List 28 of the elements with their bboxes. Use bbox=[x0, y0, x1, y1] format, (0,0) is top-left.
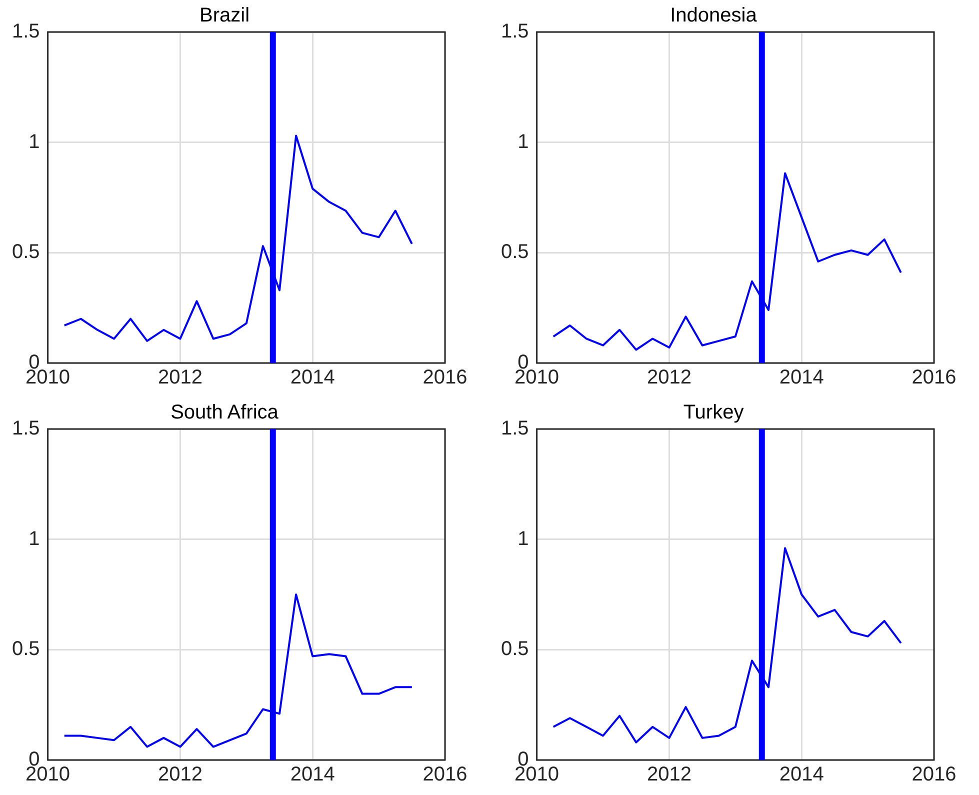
x-tick-label: 2012 bbox=[646, 764, 692, 786]
x-tick-label: 2016 bbox=[422, 764, 468, 786]
y-tick-label: 1.5 bbox=[500, 20, 529, 43]
x-tick-label: 2014 bbox=[779, 366, 824, 389]
y-tick-label: 1.5 bbox=[500, 418, 529, 440]
y-tick-label: 0.5 bbox=[500, 638, 529, 660]
y-tick-label: 1.5 bbox=[12, 418, 40, 440]
x-tick-label: 2014 bbox=[290, 366, 335, 389]
chart-title: South Africa bbox=[170, 402, 280, 424]
x-tick-label: 2014 bbox=[290, 764, 335, 786]
chart-title: Brazil bbox=[199, 4, 250, 27]
x-tick-label: 2016 bbox=[912, 366, 956, 389]
y-tick-label: 1 bbox=[518, 130, 529, 153]
y-tick-label: 1 bbox=[518, 528, 529, 550]
x-tick-label: 2012 bbox=[158, 366, 202, 389]
chart-title: Turkey bbox=[683, 402, 744, 424]
x-tick-label: 2012 bbox=[646, 366, 692, 389]
x-tick-label: 2016 bbox=[422, 366, 468, 389]
x-tick-label: 2012 bbox=[158, 764, 202, 786]
y-tick-label: 0.5 bbox=[12, 638, 40, 660]
y-tick-label: 1 bbox=[28, 130, 40, 153]
x-tick-label: 2016 bbox=[912, 764, 956, 786]
y-tick-label: 0.5 bbox=[12, 241, 40, 264]
y-tick-label: 1 bbox=[28, 528, 40, 550]
y-tick-label: 1.5 bbox=[12, 20, 40, 43]
y-tick-label: 0.5 bbox=[500, 241, 529, 264]
x-tick-label: 2014 bbox=[779, 764, 824, 786]
chart-title: Indonesia bbox=[670, 4, 758, 27]
